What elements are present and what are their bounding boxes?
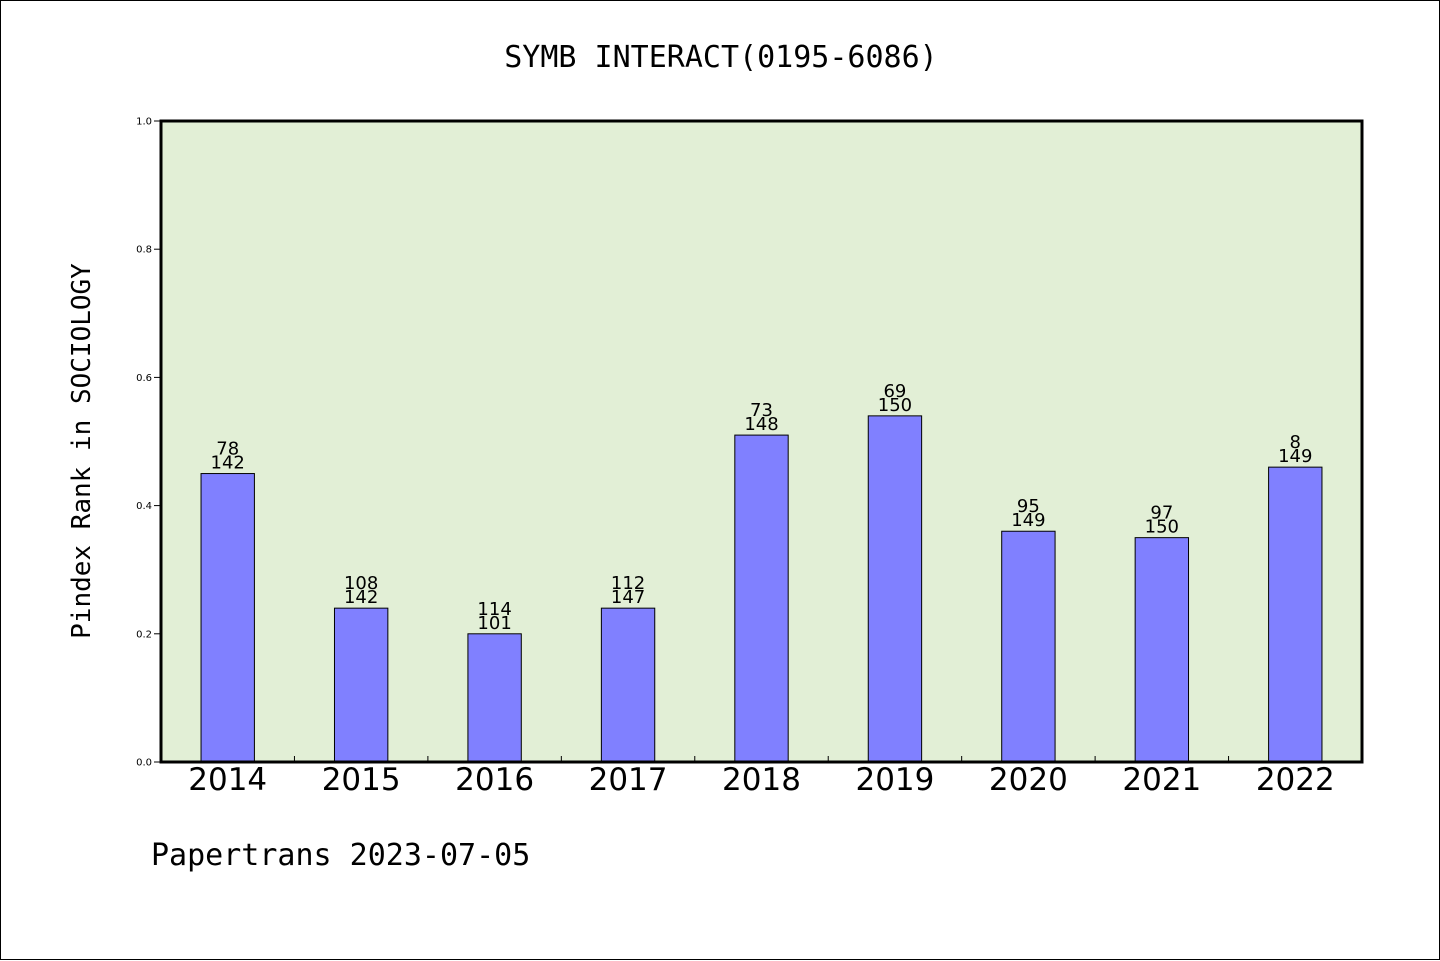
bar-total-label: 149 [1011,510,1045,531]
x-tick-label: 2020 [989,762,1068,798]
bar-rank-label: 95 [1017,496,1040,517]
bar-2022 [1268,466,1323,763]
footer-text: Papertrans 2023-07-05 [151,838,530,873]
x-tick-label: 2021 [1122,762,1201,798]
bar-rank-label: 108 [344,573,378,594]
plot-frame [159,119,1364,764]
bar-total-label: 148 [744,414,778,435]
x-tick-label: 2018 [722,762,801,798]
bar-total-label: 150 [878,395,912,416]
bar-2016 [467,633,522,763]
bar-total-label: 150 [1145,517,1179,538]
bar-total-label: 142 [211,453,245,474]
x-tick-label: 2016 [455,762,534,798]
bar-2021 [1134,537,1190,763]
bar-rank-label: 8 [1290,432,1301,453]
x-tick-label: 2017 [589,762,668,798]
bar-total-label: 147 [611,587,645,608]
bar-2020 [1001,530,1056,763]
ticks-layer: 0.0 0.2 0.4 0.6 0.8 1.0 2014 2015 2016 2017 2018 20… [136,117,1335,799]
bar-rank-label: 112 [611,573,645,594]
bar-2017 [600,607,656,763]
chart-title: SYMB INTERACT(0195-6086) [504,40,937,75]
y-tick-label: 0.0 [136,758,152,769]
bar-rank-label: 69 [883,381,906,402]
y-axis-label: Pindex Rank in SOCIOLOGY [67,263,97,639]
bar-rank-label: 114 [477,599,511,620]
x-tick-label: 2014 [188,762,267,798]
x-tick-label: 2019 [855,762,934,798]
bar-total-label: 101 [477,613,511,634]
bar-2014 [200,473,255,763]
bar-2015 [333,607,389,763]
bar-rank-label: 97 [1150,503,1173,524]
bar-rank-label: 78 [216,439,239,460]
y-tick-label: 0.6 [136,373,152,384]
y-tick-label: 0.8 [136,245,152,256]
y-tick-label: 0.2 [136,629,152,640]
y-tick-label: 1.0 [136,117,152,128]
bar-2019 [867,415,923,763]
y-tick-label: 0.4 [136,501,152,512]
x-tick-label: 2022 [1256,762,1335,798]
bar-rank-label: 73 [750,400,773,421]
bar-2018 [734,434,789,763]
bar-total-label: 149 [1278,446,1312,467]
x-tick-label: 2015 [322,762,401,798]
bar-total-label: 142 [344,587,378,608]
